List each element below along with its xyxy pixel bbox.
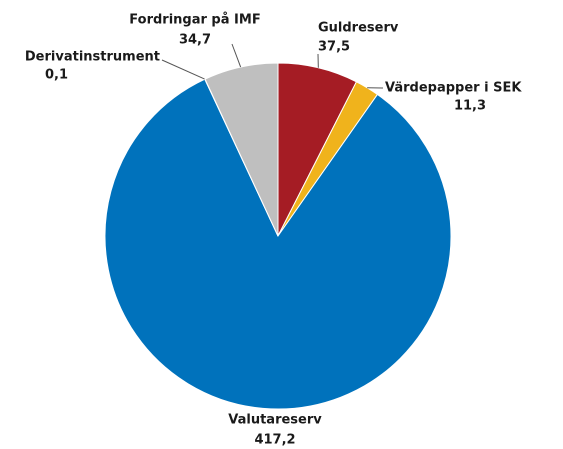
slice-label: Derivatinstrument (25, 50, 160, 65)
slice-value: 417,2 (254, 433, 295, 448)
pie-slice (204, 62, 279, 237)
slice-value: 34,7 (179, 33, 211, 48)
slice-value: 11,3 (454, 99, 486, 114)
slice-label: Fordringar på IMF (129, 13, 260, 28)
pie-slice (104, 78, 452, 410)
slice-label: Värdepapper i SEK (385, 81, 522, 96)
leader-line (161, 59, 206, 80)
slice-label: Valutareserv (228, 413, 322, 428)
slice-value: 0,1 (45, 68, 68, 83)
slice-value: 37,5 (318, 40, 350, 55)
leader-line (231, 43, 242, 68)
slice-label: Guldreserv (318, 21, 399, 36)
